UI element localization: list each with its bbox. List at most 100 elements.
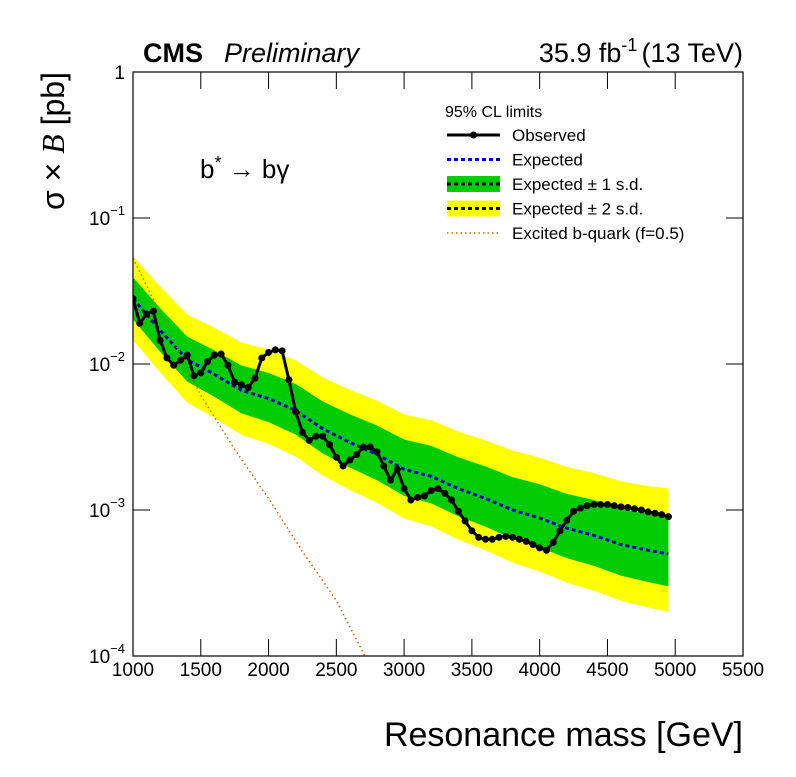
legend-label: Expected [512, 151, 583, 170]
y-tick-label: 10−1 [89, 203, 125, 230]
data-point [224, 361, 232, 369]
y-tick-base: 10 [89, 501, 110, 522]
data-point [488, 535, 496, 543]
data-point [529, 541, 537, 549]
data-point [624, 504, 632, 512]
data-point [271, 346, 279, 354]
x-tick-label: 3500 [451, 660, 493, 681]
annotation-part: b [200, 154, 214, 184]
band [133, 277, 669, 587]
legend-label: Observed [512, 126, 586, 145]
data-point [312, 432, 320, 440]
data-point [570, 507, 578, 515]
legend: Observed Expected Expected ± 1 s.d. Expecte… [447, 126, 684, 243]
x-tick-label: 2500 [315, 660, 357, 681]
y-tick-base: 10 [89, 209, 110, 230]
data-point [237, 381, 245, 389]
data-point [366, 443, 374, 451]
energy: (13 TeV) [641, 38, 743, 68]
data-point [427, 487, 435, 495]
data-point [244, 384, 252, 392]
data-point [183, 351, 191, 359]
data-point [332, 453, 340, 461]
data-point [285, 376, 293, 384]
data-point [563, 516, 571, 524]
y-tick-label: 1 [114, 63, 125, 84]
data-point [414, 493, 422, 501]
data-point [515, 535, 523, 543]
data-point [468, 527, 476, 535]
data-point [359, 443, 367, 451]
chart-title: CMS [143, 38, 203, 68]
data-point [461, 517, 469, 525]
data-point [631, 505, 639, 513]
data-point [434, 485, 442, 493]
data-point [163, 354, 171, 362]
y-tick-exponent: −2 [110, 349, 125, 364]
data-point [603, 501, 611, 509]
y-tick-label: 10−4 [89, 641, 125, 668]
y-tick-label: 10−2 [89, 349, 125, 376]
data-point [353, 450, 361, 458]
y-tick-exponent: −4 [110, 641, 125, 656]
data-point [509, 533, 517, 541]
data-point [407, 496, 415, 504]
data-point [556, 527, 564, 535]
data-point [481, 535, 489, 543]
data-point [373, 448, 381, 456]
data-point [170, 361, 178, 369]
y-label-part: [pb] [35, 72, 71, 134]
data-point [658, 511, 666, 519]
legend-label: Expected ± 1 s.d. [512, 175, 643, 194]
data-point [346, 456, 354, 464]
legend-swatch [447, 200, 500, 217]
legend-swatch [447, 176, 500, 192]
data-point [326, 441, 334, 449]
y-label-part: σ × [35, 154, 71, 210]
data-point [454, 507, 462, 515]
data-point [576, 504, 584, 512]
data-point [204, 358, 212, 366]
data-point [393, 465, 401, 473]
data-point [536, 544, 544, 552]
data-point [278, 347, 286, 355]
data-point [583, 502, 591, 510]
x-tick-label: 5000 [654, 660, 696, 681]
data-point [637, 506, 645, 514]
data-point [617, 503, 625, 511]
axes: 1000 1500 2000 2500 3000 3500 4000 4500 5000 5500… [89, 63, 764, 681]
chart-subtitle: Preliminary [224, 38, 361, 68]
data-point [217, 350, 225, 358]
data-point [610, 502, 618, 510]
data-point [339, 462, 347, 470]
x-tick-label: 1500 [180, 660, 222, 681]
data-point [136, 319, 144, 327]
annotation: b* → bγ [200, 153, 289, 184]
legend-marker [470, 131, 477, 139]
x-tick-label: 5500 [722, 660, 764, 681]
lumi-label: 35.9 fb-1 (13 TeV) [539, 35, 743, 68]
lumi: 35.9 fb [539, 38, 622, 68]
data-point [143, 310, 151, 318]
y-label-part: B [35, 134, 71, 154]
data-point [441, 489, 449, 497]
data-point [502, 532, 510, 540]
data-point [380, 462, 388, 470]
y-axis-label: σ × B [pb] [35, 72, 71, 210]
legend-title: 95% CL limits [445, 104, 542, 121]
legend-label: Expected ± 2 s.d. [512, 200, 643, 219]
data-point [133, 295, 137, 303]
series-line [133, 297, 669, 556]
data-point [475, 533, 483, 541]
data-point [542, 546, 550, 554]
lumi-exponent: -1 [621, 35, 637, 55]
y-tick-exponent: −1 [110, 203, 125, 218]
data-point [197, 369, 205, 377]
y-tick-base: 10 [89, 355, 110, 376]
data-point [176, 356, 184, 364]
data-point [664, 513, 672, 521]
legend-label: Excited b-quark (f=0.5) [512, 224, 684, 243]
data-point [597, 501, 605, 509]
data-point [298, 428, 306, 436]
